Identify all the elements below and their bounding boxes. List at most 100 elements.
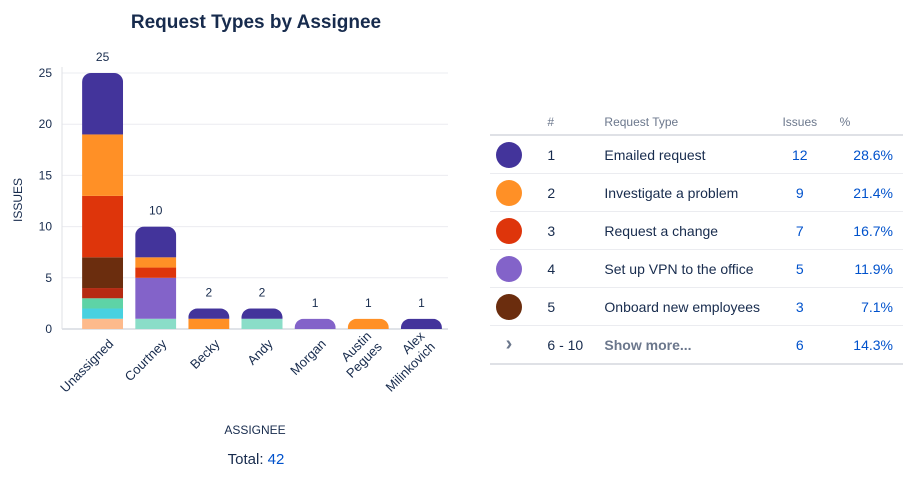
bar-stack[interactable] <box>400 318 442 329</box>
bar-segment[interactable] <box>82 134 124 196</box>
bar-segment[interactable] <box>135 277 177 319</box>
bar-segments <box>82 73 124 329</box>
legend-number: 2 <box>547 173 605 212</box>
bar-total-label: 2 <box>259 286 266 300</box>
x-tick-line: Andy <box>244 336 276 368</box>
bar-segments <box>241 308 283 329</box>
bar-stack[interactable] <box>82 73 124 329</box>
x-tick-label: AustinPegues <box>333 328 386 381</box>
legend-percent: 7.1% <box>827 287 903 326</box>
bar-total-label: 2 <box>206 286 213 300</box>
x-tick-line: Courtney <box>122 336 170 384</box>
bar-segment[interactable] <box>241 318 283 329</box>
total-value[interactable]: 42 <box>267 451 285 468</box>
request-type-legend-table: # Request Type Issues % 1 Emailed request… <box>490 110 903 365</box>
bar-stack[interactable] <box>347 318 389 329</box>
legend-number: 5 <box>547 287 605 326</box>
show-more-range: 6 - 10 <box>547 325 605 365</box>
bar-segment[interactable] <box>135 318 177 329</box>
bar-total-labels: 25 10 2 2 1 1 1 <box>96 50 425 310</box>
legend-row[interactable]: 3 Request a change 7 16.7% <box>490 211 903 250</box>
bar-segments <box>400 318 442 329</box>
bar-segment[interactable] <box>347 318 389 329</box>
legend-color-dot-icon <box>496 141 522 168</box>
show-more-row[interactable]: › 6 - 10 Show more... 6 14.3% <box>490 325 903 365</box>
legend-request-type: Onboard new employees <box>604 287 773 326</box>
x-tick-line: Morgan <box>287 336 329 378</box>
legend-number: 1 <box>547 135 605 174</box>
bar-segment[interactable] <box>82 288 124 299</box>
legend-row[interactable]: 2 Investigate a problem 9 21.4% <box>490 173 903 212</box>
bar-stack[interactable] <box>135 226 177 329</box>
bar-segment[interactable] <box>82 73 124 135</box>
y-axis-ticks: 0 5 10 15 20 25 <box>39 66 53 336</box>
bar-segment[interactable] <box>82 308 124 319</box>
legend-color-cell <box>490 249 548 288</box>
bar-segment[interactable] <box>188 308 230 319</box>
legend-row[interactable]: 1 Emailed request 12 28.6% <box>490 135 903 174</box>
bar-segment[interactable] <box>135 267 177 278</box>
show-more-issues[interactable]: 6 <box>772 325 828 365</box>
bar-stack[interactable] <box>188 308 230 329</box>
legend-number: 4 <box>547 249 605 288</box>
show-more-link[interactable]: Show more... <box>604 325 773 365</box>
legend-issues-link[interactable]: 3 <box>772 287 828 326</box>
bar-stack[interactable] <box>241 308 283 329</box>
bar-segment[interactable] <box>400 318 442 329</box>
bar-segment[interactable] <box>135 257 177 268</box>
bar-segment[interactable] <box>82 195 124 258</box>
legend-percent: 21.4% <box>827 173 903 212</box>
bars <box>82 73 442 329</box>
show-more-chevron-cell: › <box>490 325 548 365</box>
y-tick-label: 0 <box>45 322 52 336</box>
bar-total-label: 25 <box>96 50 110 64</box>
bar-total-label: 1 <box>312 296 319 310</box>
header-number: # <box>547 110 605 136</box>
header-issues: Issues <box>772 110 828 136</box>
x-axis-label: ASSIGNEE <box>224 423 285 437</box>
x-tick-line: Becky <box>187 336 223 372</box>
legend-header-row: # Request Type Issues % <box>490 110 903 136</box>
x-tick-label: Courtney <box>122 336 170 384</box>
bar-segments <box>188 308 230 329</box>
bar-stack[interactable] <box>294 318 336 329</box>
legend-issues-link[interactable]: 9 <box>772 173 828 212</box>
chart-title: Request Types by Assignee <box>130 12 382 33</box>
x-tick-label: Unassigned <box>57 336 116 395</box>
bar-segments <box>347 318 389 329</box>
legend-issues-link[interactable]: 12 <box>772 135 828 174</box>
bar-segment[interactable] <box>135 226 177 258</box>
chevron-right-icon[interactable]: › <box>505 333 513 355</box>
legend-color-cell <box>490 173 548 212</box>
legend-percent: 16.7% <box>827 211 903 250</box>
x-tick-label: AlexMilinkovich <box>372 328 439 395</box>
legend-color-cell <box>490 287 548 326</box>
legend-row[interactable]: 4 Set up VPN to the office 5 11.9% <box>490 249 903 288</box>
bar-segment[interactable] <box>82 318 124 329</box>
legend-request-type: Set up VPN to the office <box>604 249 773 288</box>
bar-segment[interactable] <box>294 318 336 329</box>
x-tick-label: Morgan <box>287 336 329 378</box>
legend-color-dot-icon <box>496 255 522 282</box>
y-tick-label: 10 <box>39 220 53 234</box>
legend-request-type: Investigate a problem <box>604 173 773 212</box>
legend-percent: 11.9% <box>827 249 903 288</box>
bar-total-label: 1 <box>365 296 372 310</box>
legend-number: 3 <box>547 211 605 250</box>
legend-request-type: Request a change <box>604 211 773 250</box>
legend-issues-link[interactable]: 5 <box>772 249 828 288</box>
legend-color-dot-icon <box>496 293 522 320</box>
legend-color-dot-icon <box>496 179 522 206</box>
bar-segment[interactable] <box>188 318 230 329</box>
bar-segment[interactable] <box>241 308 283 319</box>
stacked-bar-chart: 0 5 10 15 20 25 Unassigned Courtney Becky Andy Mo… <box>11 50 448 437</box>
legend-color-cell <box>490 135 548 174</box>
bar-total-label: 1 <box>418 296 425 310</box>
bar-segment[interactable] <box>82 298 124 309</box>
legend-percent: 28.6% <box>827 135 903 174</box>
legend-row[interactable]: 5 Onboard new employees 3 7.1% <box>490 287 903 326</box>
bar-segment[interactable] <box>82 257 124 289</box>
bar-segments <box>135 226 177 329</box>
legend-issues-link[interactable]: 7 <box>772 211 828 250</box>
y-tick-label: 20 <box>39 117 53 131</box>
